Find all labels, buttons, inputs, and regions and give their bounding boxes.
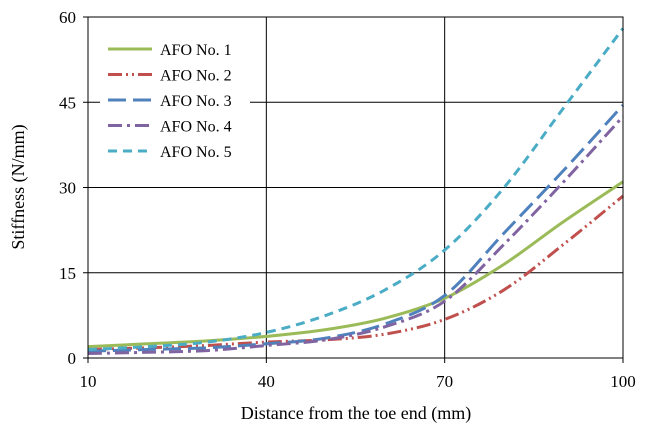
x-tick-label-0: 10 bbox=[80, 372, 97, 391]
y-tick-label-0: 0 bbox=[68, 349, 77, 368]
legend-label-4: AFO No. 4 bbox=[160, 119, 232, 136]
series-line-1 bbox=[87, 180, 624, 349]
series-line-2 bbox=[87, 194, 624, 351]
series-line-5 bbox=[87, 27, 625, 351]
series-line-3 bbox=[87, 104, 625, 353]
x-tick-label-1: 40 bbox=[258, 372, 275, 391]
y-tick-label-2: 30 bbox=[59, 179, 76, 198]
tick-labels: 0 15 30 45 60 10 40 70 100 bbox=[59, 8, 636, 391]
y-tick-label-3: 45 bbox=[59, 93, 76, 112]
x-axis-title: Distance from the toe end (mm) bbox=[241, 403, 471, 424]
y-axis-title: Stiffness (N/mm) bbox=[8, 124, 29, 249]
x-tick-label-3: 100 bbox=[610, 372, 636, 391]
axes bbox=[83, 16, 624, 363]
series-line-4 bbox=[87, 115, 625, 355]
y-tick-label-1: 15 bbox=[59, 264, 76, 283]
y-tick-label-4: 60 bbox=[59, 8, 76, 27]
x-tick-label-2: 70 bbox=[436, 372, 453, 391]
legend: AFO No. 1 AFO No. 2 AFO No. 3 AFO No. 4 AFO … bbox=[100, 33, 250, 167]
legend-label-5: AFO No. 5 bbox=[160, 144, 232, 161]
legend-label-1: AFO No. 1 bbox=[160, 42, 232, 59]
legend-label-3: AFO No. 3 bbox=[160, 93, 232, 110]
legend-label-2: AFO No. 2 bbox=[160, 68, 232, 85]
series-lines bbox=[87, 27, 625, 355]
